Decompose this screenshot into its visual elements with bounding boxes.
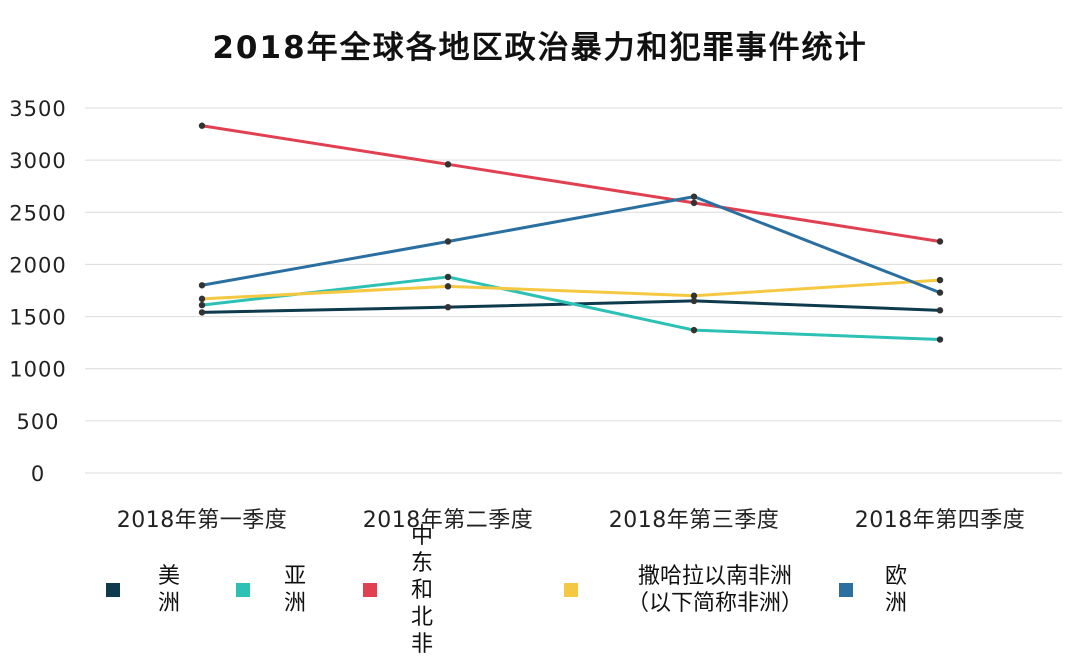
legend-swatch-americas bbox=[106, 583, 120, 597]
data-point bbox=[936, 238, 944, 245]
x-tick-label: 2018年第一季度 bbox=[117, 508, 288, 533]
data-point bbox=[690, 326, 698, 334]
data-point bbox=[690, 199, 698, 207]
data-point bbox=[444, 283, 452, 290]
series-line bbox=[200, 124, 942, 243]
x-tick-label: 2018年第二季度 bbox=[363, 508, 534, 533]
legend-swatch-mena bbox=[363, 583, 377, 597]
data-point bbox=[198, 301, 206, 309]
legend: 美洲 亚洲 中东和北非 撒哈拉以南非洲 （以下简称非洲） 欧洲 bbox=[0, 523, 1080, 657]
data-point bbox=[690, 297, 698, 305]
data-point bbox=[936, 307, 944, 314]
y-tick-label: 2000 bbox=[9, 253, 66, 277]
y-tick-label: 2500 bbox=[9, 201, 66, 225]
legend-label-europe: 欧洲 bbox=[885, 564, 908, 616]
data-point bbox=[198, 295, 206, 303]
y-tick-label: 500 bbox=[16, 410, 59, 434]
data-point bbox=[198, 282, 206, 289]
data-point bbox=[198, 309, 206, 316]
y-tick-label: 1500 bbox=[9, 306, 66, 330]
y-tick-label: 3500 bbox=[9, 97, 66, 121]
plot-area: 0 500 1000 1500 2000 2500 3000 3500 2018年第一季度 201… bbox=[9, 97, 1062, 533]
legend-label-sub-saharan-africa: 撒哈拉以南非洲 （以下简称非洲） bbox=[626, 564, 803, 616]
series-line bbox=[200, 278, 942, 301]
x-tick-label: 2018年第四季度 bbox=[855, 508, 1026, 533]
data-point bbox=[936, 276, 944, 284]
y-tick-label: 1000 bbox=[9, 358, 66, 382]
data-point bbox=[198, 122, 206, 129]
legend-swatch-europe bbox=[839, 583, 853, 597]
data-point bbox=[444, 303, 452, 311]
legend-swatch-sub-saharan-africa bbox=[564, 583, 578, 597]
legend-label-mena: 中东和北非 bbox=[411, 523, 434, 657]
legend-swatch-asia bbox=[236, 583, 250, 597]
y-tick-label: 0 bbox=[31, 462, 45, 486]
series-line bbox=[200, 275, 942, 342]
data-point bbox=[936, 289, 944, 296]
data-point bbox=[444, 161, 452, 168]
data-point bbox=[690, 193, 698, 200]
data-point bbox=[690, 292, 698, 299]
series-line bbox=[200, 195, 942, 295]
x-tick-label: 2018年第三季度 bbox=[609, 508, 780, 533]
legend-label-asia: 亚洲 bbox=[284, 564, 307, 616]
data-point bbox=[444, 238, 452, 245]
data-point bbox=[936, 336, 944, 343]
chart: 2018年全球各地区政治暴力和犯罪事件统计 0 500 1000 1500 2000 25… bbox=[0, 30, 1080, 657]
chart-title: 2018年全球各地区政治暴力和犯罪事件统计 bbox=[212, 30, 868, 66]
data-point bbox=[444, 273, 452, 281]
y-tick-label: 3000 bbox=[9, 149, 66, 173]
legend-label-americas: 美洲 bbox=[158, 564, 181, 616]
